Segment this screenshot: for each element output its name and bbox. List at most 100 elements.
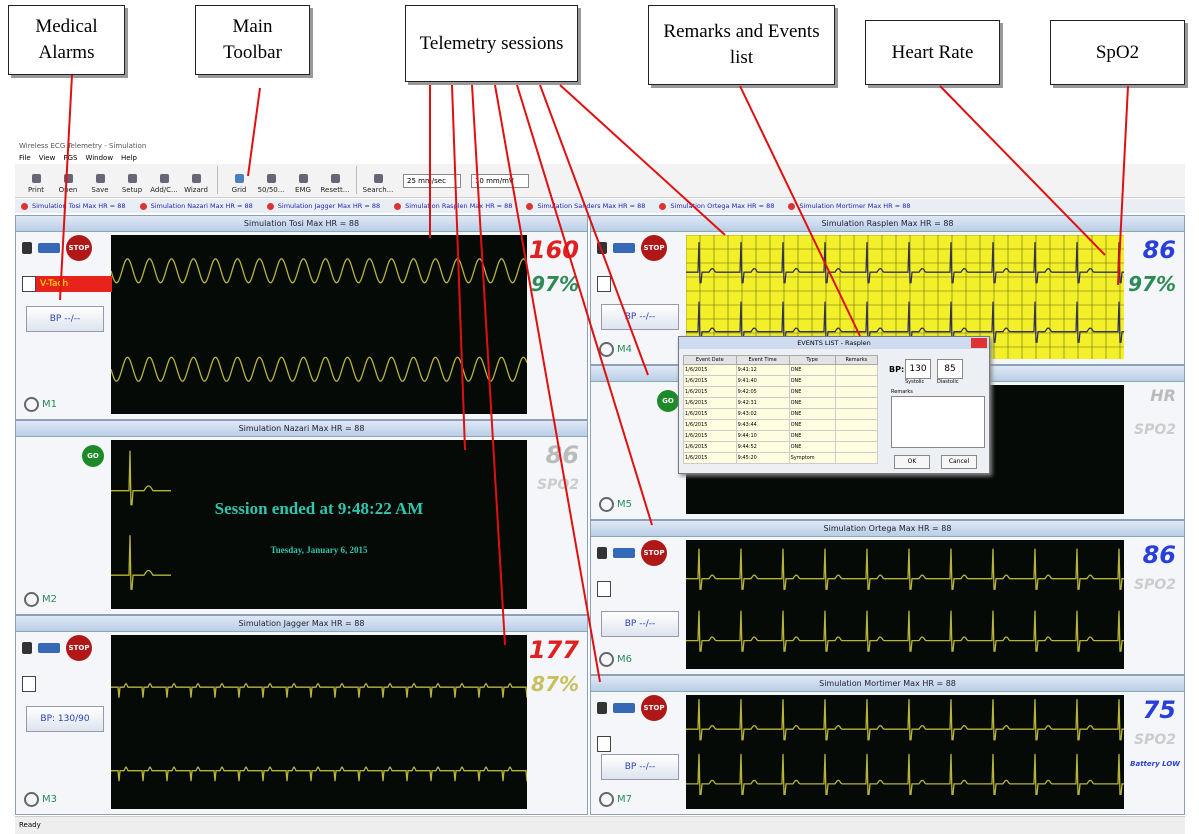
magnifier-icon[interactable] [24, 397, 39, 412]
panel-title: Simulation Rasplen Max HR = 88 [591, 216, 1184, 232]
dropdown[interactable]: 10 mm/mV [471, 174, 529, 188]
dropdown[interactable]: 25 mm/sec [403, 174, 461, 188]
bp-button[interactable]: BP --/-- [601, 611, 679, 637]
table-cell [835, 453, 877, 464]
panel-title: Simulation Nazari Max HR = 88 [16, 421, 587, 437]
toolbar-button[interactable]: EMG [288, 174, 318, 194]
stop-button[interactable]: STOP [641, 695, 667, 721]
table-cell: 1/6/2015 [684, 409, 737, 420]
toolbar-label: Setup [122, 186, 142, 194]
heart-rate: 177 [521, 636, 579, 664]
tab-icon [788, 203, 795, 210]
table-cell [835, 398, 877, 409]
callout-box: Medical Alarms [8, 5, 125, 75]
table-cell [835, 365, 877, 376]
menu-item[interactable]: PGS [63, 152, 77, 164]
notes-icon[interactable] [22, 676, 36, 692]
magnifier-icon[interactable] [599, 792, 614, 807]
toolbar-button[interactable]: Save [85, 174, 115, 194]
tab-label: Simulation Sanders Max HR = 88 [537, 202, 645, 210]
callout-box: Heart Rate [865, 20, 1000, 85]
session-tabs: Simulation Tosi Max HR = 88 Simulation Na… [15, 199, 1185, 213]
table-cell [835, 420, 877, 431]
diastolic-input[interactable]: 85 [937, 359, 963, 379]
stop-button[interactable]: STOP [66, 635, 92, 661]
magnifier-icon[interactable] [599, 342, 614, 357]
heart-rate: 75 [1118, 696, 1176, 724]
table-cell: 1/6/2015 [684, 442, 737, 453]
toolbar-icon [235, 174, 244, 183]
session-tab[interactable]: Simulation Ortega Max HR = 88 [659, 199, 774, 213]
stop-button[interactable]: STOP [641, 540, 667, 566]
toolbar-button[interactable]: 50/50... [256, 174, 286, 194]
session-tab[interactable]: Simulation Mortimer Max HR = 88 [788, 199, 910, 213]
magnifier-icon[interactable] [24, 792, 39, 807]
panel-title: Simulation Tosi Max HR = 88 [16, 216, 587, 232]
toolbar-button[interactable]: Print [21, 174, 51, 194]
systolic-input[interactable]: 130 [905, 359, 931, 379]
bp-button[interactable]: BP --/-- [26, 306, 104, 332]
alarm-label: V-Tach [36, 276, 112, 292]
toolbar-icon [331, 174, 340, 183]
table-cell: 9:42:05 [736, 387, 789, 398]
table-cell: ONE [789, 442, 835, 453]
bp-button[interactable]: BP: 130/90 [26, 706, 104, 732]
toolbar-button[interactable]: Add/C... [149, 174, 179, 194]
notes-icon[interactable] [597, 736, 611, 752]
remarks-box[interactable] [891, 396, 985, 448]
menu-bar: File View PGS Window Help [15, 152, 1185, 164]
magnifier-icon[interactable] [24, 592, 39, 607]
toolbar-button[interactable]: Setup [117, 174, 147, 194]
callout-box: Telemetry sessions [405, 5, 578, 82]
table-cell: 9:44:52 [736, 442, 789, 453]
heart-rate: HR [1118, 386, 1176, 405]
menu-item[interactable]: Window [85, 152, 113, 164]
toolbar-icon [374, 174, 383, 183]
monitor-id: M2 [42, 594, 57, 605]
go-button[interactable]: GO [82, 445, 104, 467]
session-panel: Simulation Tosi Max HR = 88 STOP V-Tach BP … [15, 215, 588, 420]
session-tab[interactable]: Simulation Sanders Max HR = 88 [526, 199, 645, 213]
menu-item[interactable]: File [19, 152, 31, 164]
menu-item[interactable]: View [39, 152, 56, 164]
ok-button[interactable]: OK [894, 455, 930, 469]
magnifier-icon[interactable] [599, 497, 614, 512]
toolbar-button[interactable]: Resett... [320, 174, 350, 194]
session-tab[interactable]: Simulation Tosi Max HR = 88 [21, 199, 126, 213]
stop-button[interactable]: STOP [641, 235, 667, 261]
go-button[interactable]: GO [657, 390, 679, 412]
cancel-button[interactable]: Cancel [941, 455, 977, 469]
toolbar-button[interactable]: Wizard [181, 174, 211, 194]
notes-icon[interactable] [597, 581, 611, 597]
toolbar-button[interactable]: Search... [363, 174, 393, 194]
toolbar-label: Wizard [184, 186, 208, 194]
notes-icon[interactable] [22, 276, 36, 292]
session-tab[interactable]: Simulation Rasplen Max HR = 88 [394, 199, 512, 213]
bp-button[interactable]: BP --/-- [601, 754, 679, 780]
page: {"callouts":["Medical Alarms","Main Tool… [0, 0, 1199, 834]
notes-icon[interactable] [597, 276, 611, 292]
toolbar-label: EMG [295, 186, 311, 194]
session-tab[interactable]: Simulation Jagger Max HR = 88 [267, 199, 380, 213]
stop-button[interactable]: STOP [66, 235, 92, 261]
session-tab[interactable]: Simulation Nazari Max HR = 88 [140, 199, 253, 213]
dialog-close[interactable] [971, 338, 987, 348]
magnifier-icon[interactable] [599, 652, 614, 667]
bp-button[interactable]: BP --/-- [601, 304, 679, 330]
toolbar-button[interactable]: Open [53, 174, 83, 194]
spo2: 97% [1118, 272, 1176, 296]
people-icon [22, 242, 32, 254]
menu-item[interactable]: Help [121, 152, 137, 164]
toolbar-button[interactable]: Grid [224, 174, 254, 194]
